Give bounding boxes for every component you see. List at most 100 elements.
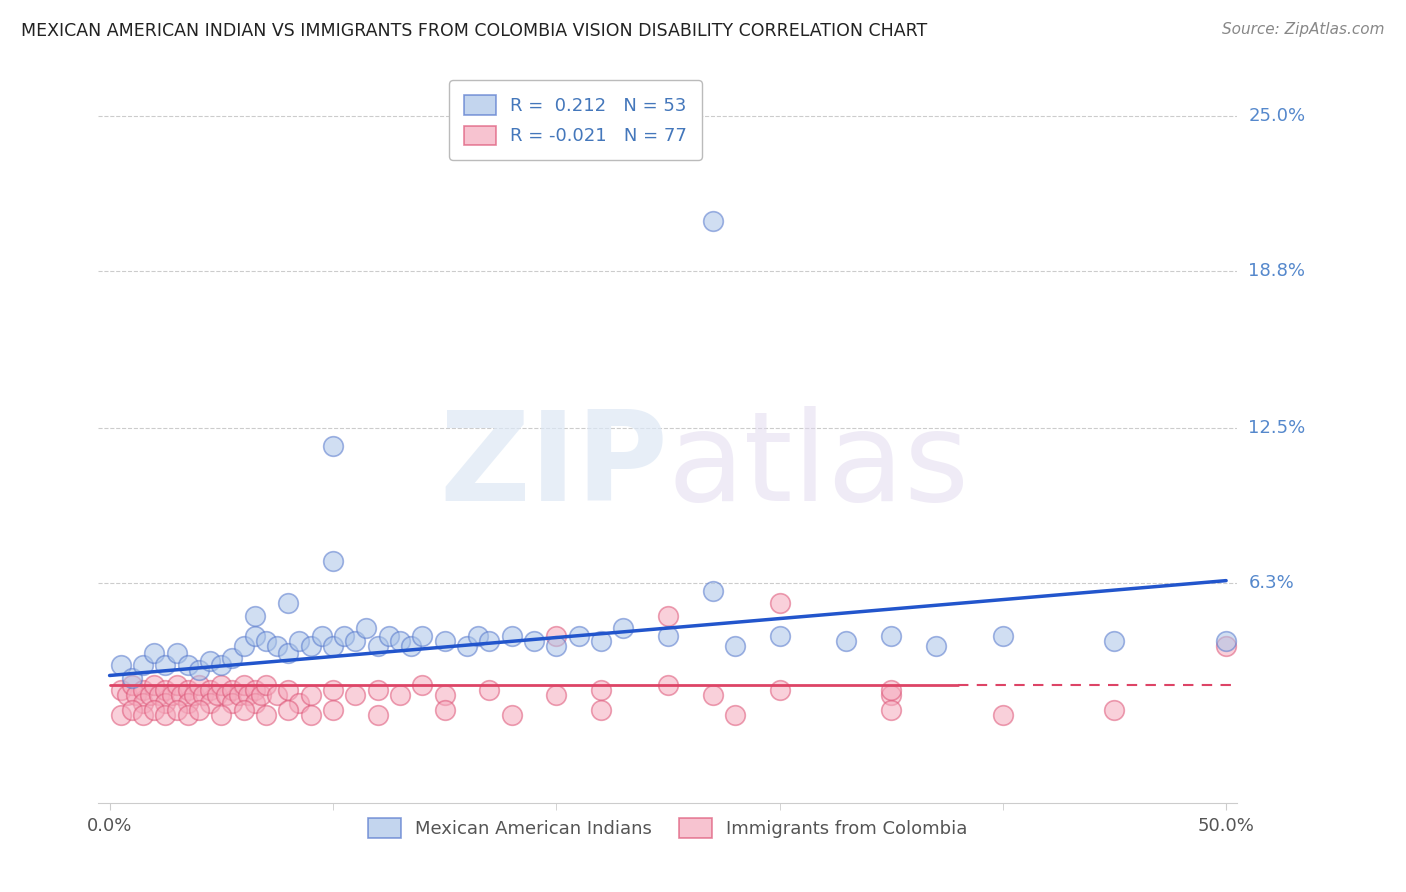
Point (205, 689, 228, 703)
Point (121, 678, 143, 692)
Point (322, 639, 344, 653)
Point (322, 439, 344, 453)
Point (155, 696, 177, 710)
Point (612, 621, 634, 635)
Point (299, 689, 322, 703)
Point (254, 633, 277, 648)
Point (333, 628, 356, 642)
Point (187, 703, 209, 717)
Point (546, 689, 568, 703)
Point (991, 708, 1014, 723)
Point (880, 703, 903, 717)
Point (110, 683, 132, 698)
Point (209, 708, 232, 723)
Point (288, 633, 311, 648)
Point (266, 639, 288, 653)
Point (121, 671, 143, 685)
Point (254, 708, 277, 723)
Point (209, 658, 232, 673)
Point (367, 708, 389, 723)
Point (221, 651, 243, 665)
Point (143, 678, 166, 692)
Point (1104, 633, 1126, 648)
Point (433, 703, 456, 717)
Point (657, 678, 679, 692)
Text: MEXICAN AMERICAN INDIAN VS IMMIGRANTS FROM COLOMBIA VISION DISABILITY CORRELATIO: MEXICAN AMERICAN INDIAN VS IMMIGRANTS FR… (21, 22, 928, 40)
Point (277, 683, 299, 698)
Point (367, 683, 389, 698)
Point (277, 646, 299, 660)
Point (170, 689, 193, 703)
Point (243, 696, 266, 710)
Point (657, 628, 679, 642)
Point (433, 689, 456, 703)
Point (139, 689, 162, 703)
Point (187, 664, 209, 678)
Point (411, 678, 433, 692)
Text: 12.5%: 12.5% (1249, 419, 1306, 437)
Point (478, 633, 501, 648)
Point (243, 628, 266, 642)
Point (388, 689, 411, 703)
Point (117, 689, 139, 703)
Text: Source: ZipAtlas.com: Source: ZipAtlas.com (1222, 22, 1385, 37)
Point (501, 708, 523, 723)
Point (702, 583, 724, 598)
Point (125, 689, 148, 703)
Point (132, 708, 155, 723)
Point (356, 621, 378, 635)
Point (193, 689, 215, 703)
Point (768, 596, 790, 610)
Point (209, 678, 232, 692)
Point (322, 703, 344, 717)
Point (166, 678, 188, 692)
Point (501, 628, 523, 642)
Point (228, 689, 250, 703)
Point (121, 703, 143, 717)
Point (344, 689, 367, 703)
Point (243, 683, 266, 698)
Point (183, 689, 205, 703)
Point (299, 708, 322, 723)
Point (388, 633, 411, 648)
Point (589, 683, 612, 698)
Point (546, 628, 568, 642)
Point (478, 683, 501, 698)
Point (221, 683, 243, 698)
Point (456, 639, 478, 653)
Point (254, 678, 277, 692)
Point (925, 639, 948, 653)
Point (177, 683, 200, 698)
Point (198, 653, 221, 667)
Point (155, 658, 177, 673)
Point (232, 703, 254, 717)
Point (567, 628, 589, 642)
Text: 6.3%: 6.3% (1249, 574, 1294, 592)
Point (724, 639, 747, 653)
Point (266, 689, 288, 703)
Point (160, 689, 183, 703)
Text: ZIP: ZIP (439, 406, 668, 527)
Point (155, 708, 177, 723)
Point (768, 628, 790, 642)
Point (311, 628, 333, 642)
Point (221, 696, 243, 710)
Point (198, 696, 221, 710)
Point (187, 678, 209, 692)
Point (215, 689, 238, 703)
Point (1104, 703, 1126, 717)
Point (299, 639, 322, 653)
Point (433, 633, 456, 648)
Point (110, 658, 132, 673)
Point (724, 708, 747, 723)
Point (657, 608, 679, 623)
Point (589, 703, 612, 717)
Point (880, 628, 903, 642)
Point (143, 646, 166, 660)
Point (411, 628, 433, 642)
Point (132, 683, 155, 698)
Point (132, 658, 155, 673)
Point (177, 658, 200, 673)
Point (589, 633, 612, 648)
Legend: Mexican American Indians, Immigrants from Colombia: Mexican American Indians, Immigrants fro… (361, 811, 974, 845)
